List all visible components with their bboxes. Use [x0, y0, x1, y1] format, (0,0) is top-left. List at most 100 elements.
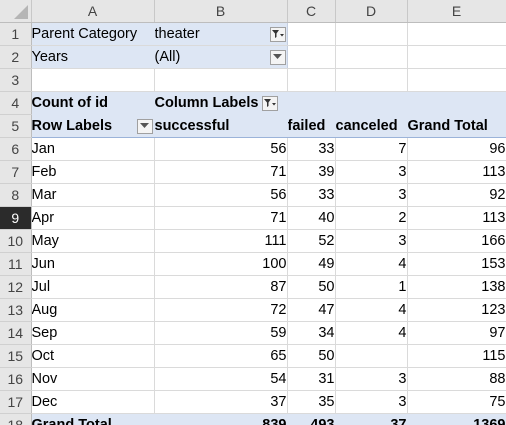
- value-cell[interactable]: 37: [154, 390, 288, 414]
- empty-cell[interactable]: [287, 22, 336, 46]
- value-cell[interactable]: 100: [154, 252, 288, 276]
- row-header-12[interactable]: 12: [0, 275, 32, 299]
- value-cell[interactable]: 3: [335, 390, 408, 414]
- row-label-jul[interactable]: Jul: [31, 275, 155, 299]
- value-cell[interactable]: 3: [335, 160, 408, 184]
- value-cell[interactable]: 40: [287, 206, 336, 230]
- value-cell[interactable]: 7: [335, 137, 408, 161]
- row-header-2[interactable]: 2: [0, 45, 32, 69]
- column-header-b[interactable]: B: [154, 0, 288, 23]
- row-label-nov[interactable]: Nov: [31, 367, 155, 391]
- filter-applied-icon[interactable]: [262, 95, 279, 111]
- value-cell[interactable]: 87: [154, 275, 288, 299]
- value-cell[interactable]: 4: [335, 298, 408, 322]
- grand-total-value[interactable]: 37: [335, 413, 408, 425]
- value-cell[interactable]: 138: [407, 275, 506, 299]
- value-cell[interactable]: 35: [287, 390, 336, 414]
- row-label-sep[interactable]: Sep: [31, 321, 155, 345]
- row-label-jan[interactable]: Jan: [31, 137, 155, 161]
- value-cell[interactable]: 39: [287, 160, 336, 184]
- row-header-3[interactable]: 3: [0, 68, 32, 92]
- value-cell[interactable]: 113: [407, 206, 506, 230]
- row-label-aug[interactable]: Aug: [31, 298, 155, 322]
- row-label-feb[interactable]: Feb: [31, 160, 155, 184]
- row-header-8[interactable]: 8: [0, 183, 32, 207]
- row-header-1[interactable]: 1: [0, 22, 32, 46]
- value-cell[interactable]: 72: [154, 298, 288, 322]
- select-all-corner[interactable]: [0, 0, 32, 23]
- row-header-4[interactable]: 4: [0, 91, 32, 115]
- row-header-7[interactable]: 7: [0, 160, 32, 184]
- empty-cell[interactable]: [154, 68, 288, 92]
- row-header-5[interactable]: 5: [0, 114, 32, 138]
- grand-total-label[interactable]: Grand Total: [31, 413, 155, 425]
- value-cell[interactable]: 52: [287, 229, 336, 253]
- value-cell[interactable]: 3: [335, 183, 408, 207]
- value-cell[interactable]: 115: [407, 344, 506, 368]
- row-label-dec[interactable]: Dec: [31, 390, 155, 414]
- row-header-6[interactable]: 6: [0, 137, 32, 161]
- empty-cell[interactable]: [287, 68, 336, 92]
- value-cell[interactable]: 3: [335, 229, 408, 253]
- empty-cell[interactable]: [407, 22, 506, 46]
- value-cell[interactable]: 71: [154, 206, 288, 230]
- empty-cell[interactable]: [335, 68, 408, 92]
- row-header-11[interactable]: 11: [0, 252, 32, 276]
- value-cell[interactable]: 123: [407, 298, 506, 322]
- row-header-16[interactable]: 16: [0, 367, 32, 391]
- value-cell[interactable]: 50: [287, 275, 336, 299]
- value-cell[interactable]: 34: [287, 321, 336, 345]
- value-cell[interactable]: 56: [154, 183, 288, 207]
- column-header-e[interactable]: E: [407, 0, 506, 23]
- row-header-13[interactable]: 13: [0, 298, 32, 322]
- row-labels-cell[interactable]: Row Labels: [31, 114, 155, 138]
- row-header-10[interactable]: 10: [0, 229, 32, 253]
- row-header-15[interactable]: 15: [0, 344, 32, 368]
- empty-cell[interactable]: [335, 22, 408, 46]
- value-cell[interactable]: 33: [287, 183, 336, 207]
- value-cell[interactable]: 92: [407, 183, 506, 207]
- column-header-d[interactable]: D: [335, 0, 408, 23]
- value-cell[interactable]: 71: [154, 160, 288, 184]
- value-cell[interactable]: 4: [335, 321, 408, 345]
- empty-cell[interactable]: [287, 45, 336, 69]
- value-cell[interactable]: 111: [154, 229, 288, 253]
- value-cell[interactable]: 33: [287, 137, 336, 161]
- value-cell[interactable]: 65: [154, 344, 288, 368]
- row-header-17[interactable]: 17: [0, 390, 32, 414]
- value-cell[interactable]: 59: [154, 321, 288, 345]
- row-label-mar[interactable]: Mar: [31, 183, 155, 207]
- empty-cell[interactable]: [31, 68, 155, 92]
- value-cell[interactable]: 4: [335, 252, 408, 276]
- value-cell[interactable]: 153: [407, 252, 506, 276]
- row-label-jun[interactable]: Jun: [31, 252, 155, 276]
- value-cell[interactable]: 3: [335, 367, 408, 391]
- value-cell[interactable]: 2: [335, 206, 408, 230]
- filter-value-cell[interactable]: theater: [154, 22, 288, 46]
- row-label-oct[interactable]: Oct: [31, 344, 155, 368]
- row-label-may[interactable]: May: [31, 229, 155, 253]
- value-cell[interactable]: 54: [154, 367, 288, 391]
- empty-cell[interactable]: [407, 45, 506, 69]
- value-cell[interactable]: 113: [407, 160, 506, 184]
- value-cell[interactable]: 31: [287, 367, 336, 391]
- column-labels-cell[interactable]: Column Labels: [154, 91, 288, 115]
- value-cell[interactable]: [335, 344, 408, 368]
- row-label-apr[interactable]: Apr: [31, 206, 155, 230]
- column-header-a[interactable]: A: [31, 0, 155, 23]
- grand-total-value[interactable]: 839: [154, 413, 288, 425]
- value-cell[interactable]: 47: [287, 298, 336, 322]
- value-cell[interactable]: 1: [335, 275, 408, 299]
- value-cell[interactable]: 88: [407, 367, 506, 391]
- empty-cell[interactable]: [407, 68, 506, 92]
- filter-value-cell[interactable]: (All): [154, 45, 288, 69]
- empty-cell[interactable]: [335, 45, 408, 69]
- row-labels-dropdown-icon[interactable]: [136, 118, 153, 134]
- value-cell[interactable]: 166: [407, 229, 506, 253]
- grand-total-value[interactable]: 493: [287, 413, 336, 425]
- dropdown-arrow-icon[interactable]: [269, 49, 286, 65]
- column-header-c[interactable]: C: [287, 0, 336, 23]
- row-header-14[interactable]: 14: [0, 321, 32, 345]
- row-header-18[interactable]: 18: [0, 413, 32, 425]
- filter-applied-icon[interactable]: [269, 26, 286, 42]
